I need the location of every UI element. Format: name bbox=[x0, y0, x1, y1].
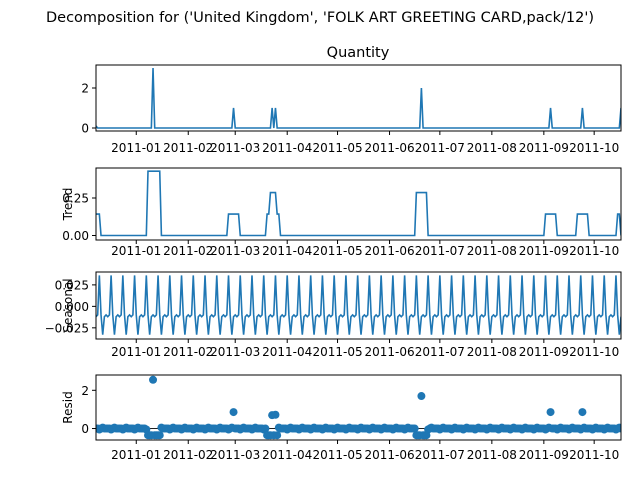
x-tick-label: 2011-06 bbox=[364, 345, 414, 359]
x-tick-label: 2011-10 bbox=[569, 345, 619, 359]
x-tick-label: 2011-01 bbox=[111, 448, 161, 462]
plot-area bbox=[96, 170, 621, 237]
x-tick-label: 2011-08 bbox=[467, 448, 517, 462]
x-tick-label: 2011-10 bbox=[569, 448, 619, 462]
resid-point bbox=[578, 408, 587, 417]
resid-point bbox=[617, 424, 621, 433]
x-tick-label: 2011-03 bbox=[210, 244, 260, 258]
y-tick-label: 0 bbox=[81, 122, 89, 136]
x-tick-label: 2011-01 bbox=[111, 244, 161, 258]
y-tick-label: 0.25 bbox=[62, 192, 89, 206]
x-tick-label: 2011-04 bbox=[262, 244, 312, 258]
resid-point bbox=[273, 431, 282, 440]
y-axis-label: Resid bbox=[61, 391, 75, 423]
x-tick-label: 2011-03 bbox=[210, 345, 260, 359]
x-tick-label: 2011-08 bbox=[467, 345, 517, 359]
plot-area bbox=[96, 67, 621, 129]
x-tick-label: 2011-02 bbox=[163, 345, 213, 359]
y-tick-label: 0.000 bbox=[55, 300, 89, 314]
resid-point bbox=[417, 392, 426, 401]
axes-frame bbox=[95, 374, 622, 441]
figure-title: Decomposition for ('United Kingdom', 'FO… bbox=[46, 10, 594, 26]
x-tick-label: 2011-05 bbox=[312, 244, 362, 258]
x-tick-label: 2011-01 bbox=[111, 345, 161, 359]
x-tick-label: 2011-07 bbox=[415, 448, 465, 462]
y-tick-label: 0 bbox=[81, 422, 89, 436]
x-tick-label: 2011-05 bbox=[312, 448, 362, 462]
plot-area bbox=[96, 375, 621, 440]
plot-area bbox=[96, 275, 621, 335]
x-tick-label: 2011-09 bbox=[519, 244, 569, 258]
y-tick-label: 2 bbox=[81, 82, 89, 96]
x-tick-label: 2011-02 bbox=[163, 244, 213, 258]
y-tick-label: 0.025 bbox=[55, 278, 89, 292]
seasonal-line bbox=[96, 275, 621, 335]
x-tick-label: 2011-06 bbox=[364, 448, 414, 462]
x-tick-label: 2011-07 bbox=[415, 244, 465, 258]
x-tick-label: 2011-03 bbox=[210, 448, 260, 462]
axes-frame bbox=[95, 64, 622, 132]
resid-point bbox=[261, 424, 270, 433]
x-tick-label: 2011-07 bbox=[415, 141, 465, 155]
x-tick-label: 2011-07 bbox=[415, 345, 465, 359]
x-tick-label: 2011-09 bbox=[519, 141, 569, 155]
resid-point bbox=[546, 408, 555, 417]
resid-point bbox=[149, 375, 158, 384]
x-tick-label: 2011-05 bbox=[312, 141, 362, 155]
x-tick-label: 2011-02 bbox=[163, 141, 213, 155]
x-tick-label: 2011-02 bbox=[163, 448, 213, 462]
axes-frame bbox=[95, 271, 622, 340]
y-tick-label: −0.025 bbox=[45, 321, 89, 335]
x-tick-label: 2011-04 bbox=[262, 141, 312, 155]
trend-line bbox=[96, 170, 621, 237]
resid-point bbox=[271, 410, 280, 419]
x-tick-label: 2011-05 bbox=[312, 345, 362, 359]
x-tick-label: 2011-04 bbox=[262, 345, 312, 359]
axes-frame bbox=[95, 167, 622, 241]
x-tick-label: 2011-04 bbox=[262, 448, 312, 462]
resid-point bbox=[229, 408, 238, 417]
x-tick-label: 2011-06 bbox=[364, 141, 414, 155]
subplot-title-quantity: Quantity bbox=[327, 45, 390, 61]
resid-point bbox=[410, 424, 419, 433]
x-tick-label: 2011-03 bbox=[210, 141, 260, 155]
quantity-line bbox=[96, 67, 621, 129]
x-tick-label: 2011-08 bbox=[467, 244, 517, 258]
y-axis-label: Seasonal bbox=[61, 278, 75, 332]
y-tick-label: 0.00 bbox=[62, 229, 89, 243]
x-tick-label: 2011-09 bbox=[519, 448, 569, 462]
x-tick-label: 2011-09 bbox=[519, 345, 569, 359]
x-tick-label: 2011-10 bbox=[569, 141, 619, 155]
resid-point bbox=[155, 431, 164, 440]
x-tick-label: 2011-06 bbox=[364, 244, 414, 258]
x-tick-label: 2011-08 bbox=[467, 141, 517, 155]
y-axis-label: Trend bbox=[61, 188, 75, 222]
y-tick-label: 2 bbox=[81, 384, 89, 398]
x-tick-label: 2011-10 bbox=[569, 244, 619, 258]
x-tick-label: 2011-01 bbox=[111, 141, 161, 155]
